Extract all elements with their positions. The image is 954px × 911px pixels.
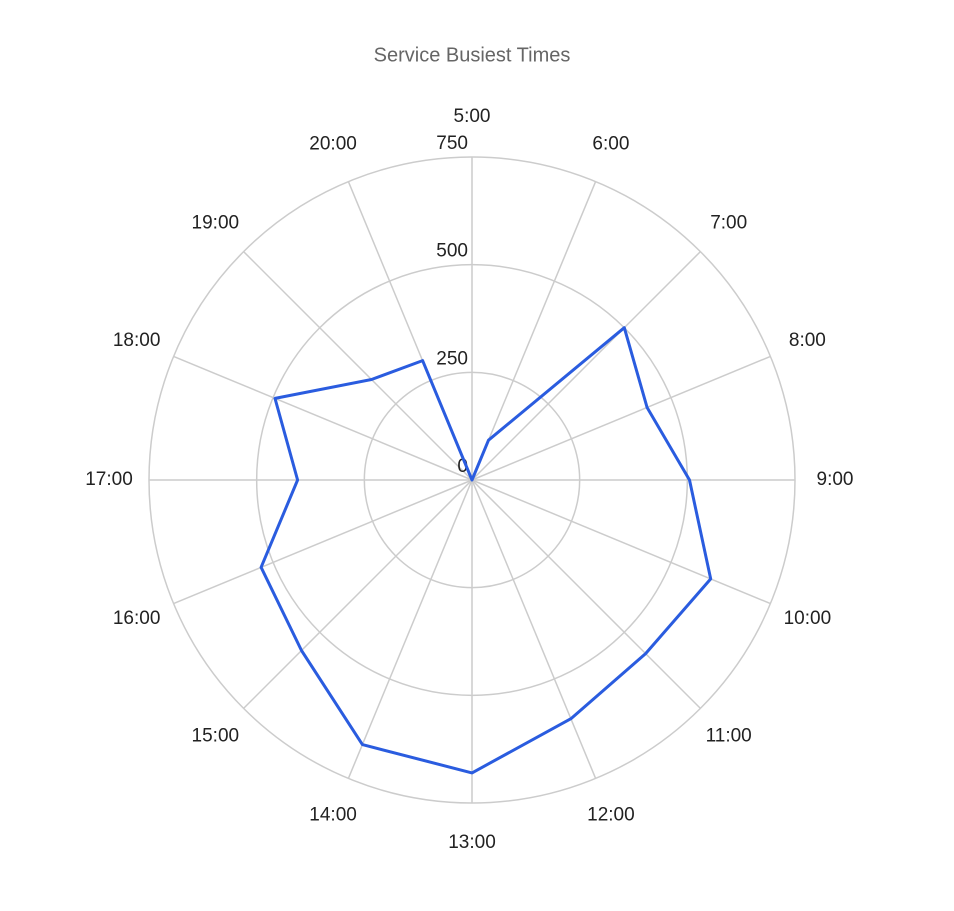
category-label: 20:00 <box>309 134 357 155</box>
spoke <box>471 479 597 779</box>
spoke <box>173 355 473 481</box>
category-label: 7:00 <box>710 212 747 233</box>
spoke <box>347 479 473 779</box>
spoke <box>243 479 473 709</box>
category-label: 11:00 <box>706 726 752 747</box>
category-label: 13:00 <box>448 832 496 853</box>
category-label: 5:00 <box>454 106 491 127</box>
spoke <box>471 479 771 605</box>
spoke <box>471 251 701 481</box>
spoke <box>471 479 701 709</box>
spoke <box>173 479 473 605</box>
category-label: 16:00 <box>113 608 161 629</box>
category-label: 12:00 <box>587 804 635 825</box>
category-label: 15:00 <box>192 726 240 747</box>
spoke <box>471 355 771 481</box>
spoke <box>471 181 597 481</box>
series-line <box>259 326 713 775</box>
category-label: 18:00 <box>113 330 161 351</box>
chart-title: Service Busiest Times <box>374 44 571 66</box>
category-label: 14:00 <box>309 804 357 825</box>
category-label: 19:00 <box>192 212 240 233</box>
category-label: 17:00 <box>85 469 133 490</box>
r-tick-label: 250 <box>436 348 468 369</box>
category-label: 10:00 <box>784 608 832 629</box>
r-tick-label: 0 <box>457 456 468 477</box>
category-label: 9:00 <box>817 469 854 490</box>
category-label: 8:00 <box>789 330 826 351</box>
r-tick-label: 500 <box>436 241 468 262</box>
spoke <box>243 251 473 481</box>
category-label: 6:00 <box>592 134 629 155</box>
r-tick-label: 750 <box>436 133 468 154</box>
